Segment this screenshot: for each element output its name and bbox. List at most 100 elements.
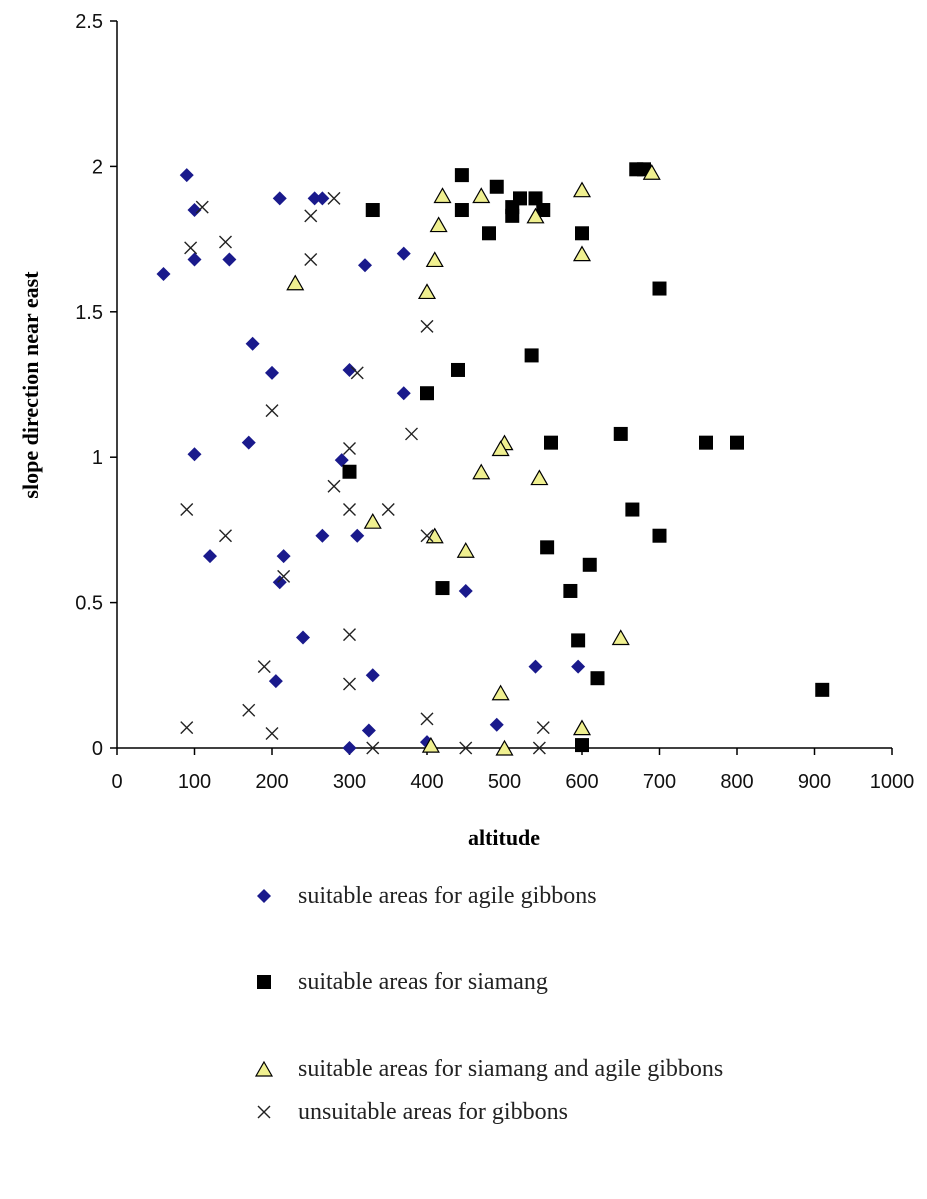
point-unsuitable: [420, 529, 434, 543]
x-tick-label: 200: [255, 771, 288, 793]
legend-label: suitable areas for siamang and agile gib…: [298, 1056, 724, 1082]
point-siamang-and-agile-gibbons: [642, 164, 661, 180]
point-agile-gibbons: [156, 266, 171, 281]
point-agile-gibbons: [315, 191, 330, 206]
point-agile-gibbons: [489, 717, 504, 732]
x-tick-label: 100: [178, 771, 211, 793]
point-siamang-and-agile-gibbons: [491, 440, 510, 457]
y-tick-label: 1.5: [75, 302, 103, 324]
point-agile-gibbons: [365, 668, 380, 683]
point-siamang: [590, 671, 605, 686]
point-agile-gibbons: [361, 723, 376, 738]
y-tick-label: 1: [92, 447, 103, 469]
point-agile-gibbons: [334, 453, 349, 468]
point-siamang: [575, 226, 589, 241]
x-tick-label: 700: [643, 771, 676, 793]
point-siamang: [575, 738, 589, 753]
legend-label: suitable areas for agile gibbons: [298, 883, 597, 909]
x-axis-ticks: 0 100 200 300 400 500 600 700 800 900 1000: [111, 748, 914, 793]
legend-label: suitable areas for siamang: [298, 969, 548, 995]
legend-item-agile-gibbons: suitable areas for agile gibbons: [250, 880, 910, 912]
point-siamang: [342, 464, 357, 479]
point-siamang-and-agile-gibbons: [572, 245, 592, 262]
point-agile-gibbons: [571, 659, 586, 674]
point-siamang-and-agile-gibbons: [530, 469, 549, 486]
point-siamang: [454, 203, 469, 218]
point-siamang: [505, 208, 520, 223]
legend-item-unsuitable: unsuitable areas for gibbons: [250, 1096, 910, 1128]
point-siamang-and-agile-gibbons: [472, 463, 491, 480]
y-axis-label: slope direction near east: [18, 271, 43, 499]
point-siamang-and-agile-gibbons: [425, 251, 444, 268]
point-unsuitable: [257, 660, 271, 674]
point-agile-gibbons: [276, 549, 291, 564]
point-agile-gibbons: [307, 191, 322, 206]
point-agile-gibbons: [187, 447, 202, 462]
point-siamang-and-agile-gibbons: [425, 527, 444, 544]
point-siamang: [563, 583, 578, 598]
x-tick-label: 300: [333, 771, 366, 793]
point-agile-gibbons: [179, 168, 194, 183]
point-unsuitable: [420, 712, 434, 726]
x-axis-label: altitude: [468, 825, 540, 850]
point-unsuitable: [195, 200, 209, 214]
x-tick-label: 800: [720, 771, 753, 793]
point-unsuitable: [219, 529, 232, 543]
x-tick-label: 600: [565, 771, 598, 793]
point-unsuitable: [405, 427, 418, 441]
point-unsuitable: [420, 319, 434, 333]
point-siamang: [536, 203, 551, 218]
point-siamang: [613, 426, 628, 441]
y-tick-label: 2.5: [75, 11, 103, 33]
point-siamang-and-agile-gibbons: [433, 187, 452, 204]
x-marker-icon: [257, 1105, 271, 1119]
point-siamang: [582, 557, 597, 572]
point-agile-gibbons: [222, 252, 237, 267]
point-unsuitable: [327, 479, 341, 493]
point-siamang: [451, 362, 465, 377]
point-unsuitable: [459, 741, 473, 755]
point-unsuitable: [350, 366, 364, 380]
point-siamang: [652, 528, 667, 543]
point-siamang: [699, 435, 713, 450]
point-siamang: [435, 581, 450, 596]
point-unsuitable: [366, 741, 380, 755]
point-unsuitable: [265, 404, 279, 418]
point-siamang: [454, 168, 469, 183]
point-siamang-and-agile-gibbons: [572, 181, 592, 198]
square-marker-icon: [257, 975, 271, 989]
y-tick-label: 0.5: [75, 593, 103, 615]
point-unsuitable: [277, 569, 291, 583]
point-agile-gibbons: [241, 435, 256, 450]
point-agile-gibbons: [245, 336, 260, 351]
point-agile-gibbons: [187, 203, 202, 218]
y-tick-label: 2: [92, 156, 103, 178]
legend-item-siamang: suitable areas for siamang: [250, 966, 910, 998]
x-tick-label: 900: [798, 771, 831, 793]
point-agile-gibbons: [350, 528, 365, 543]
point-siamang: [489, 179, 504, 194]
legend-item-siamang-and-agile-gibbons: suitable areas for siamang and agile gib…: [250, 1053, 910, 1085]
point-agile-gibbons: [528, 659, 543, 674]
scatter-chart: 0 0.5 1 1.5 2 2.5 0 100 200 300 400 500 600 700 800 90…: [18, 11, 914, 850]
point-siamang-and-agile-gibbons: [495, 739, 514, 756]
point-agile-gibbons: [358, 258, 372, 273]
point-agile-gibbons: [396, 386, 411, 401]
point-agile-gibbons: [315, 528, 330, 543]
point-agile-gibbons: [396, 246, 411, 261]
point-unsuitable: [184, 241, 198, 255]
x-tick-label: 500: [488, 771, 521, 793]
point-unsuitable: [265, 726, 279, 740]
point-agile-gibbons: [187, 252, 202, 267]
point-unsuitable: [532, 741, 546, 755]
point-unsuitable: [343, 441, 356, 455]
point-siamang: [420, 386, 434, 401]
point-unsuitable: [343, 677, 356, 691]
point-unsuitable: [381, 503, 395, 517]
point-agile-gibbons: [272, 191, 287, 206]
point-siamang-and-agile-gibbons: [363, 512, 382, 529]
point-siamang-and-agile-gibbons: [491, 684, 510, 701]
point-siamang: [365, 203, 380, 218]
point-siamang-and-agile-gibbons: [456, 542, 475, 558]
point-siamang-and-agile-gibbons: [472, 187, 491, 204]
